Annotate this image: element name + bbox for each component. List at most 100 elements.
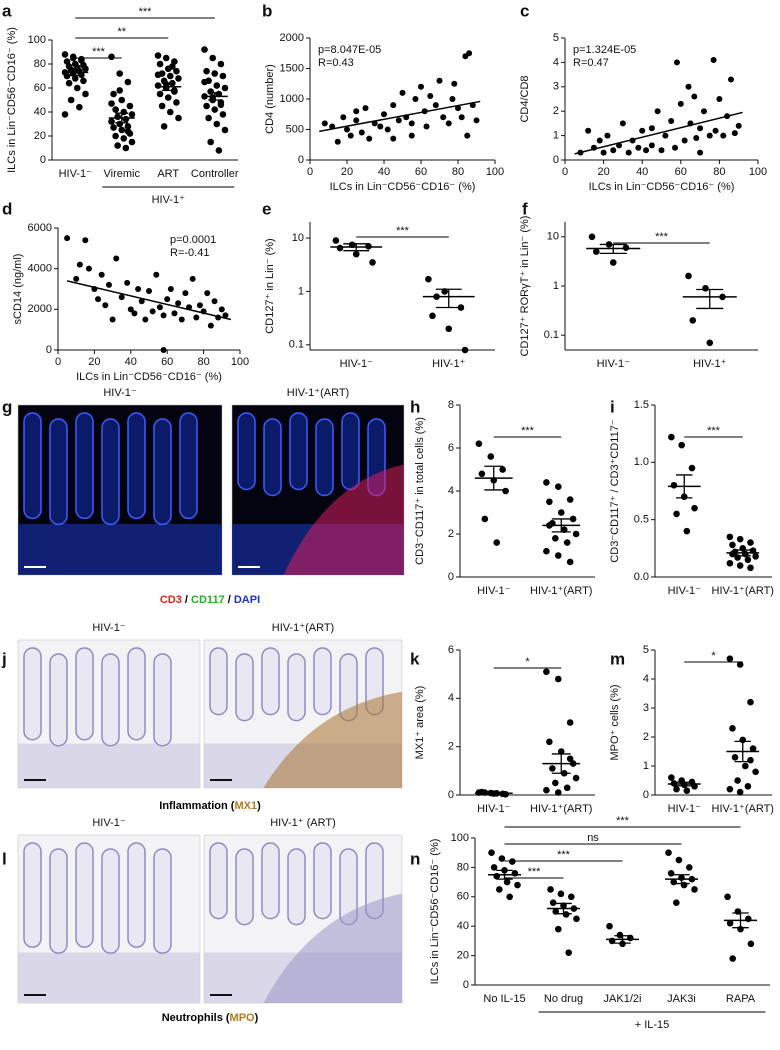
annotation: R=0.43 [318,57,354,69]
dot [502,790,509,798]
x-tick-label: HIV-1⁺ [432,358,466,370]
y-tick-label: 0 [46,344,52,356]
dot [727,76,734,83]
significance-label: * [711,650,716,662]
dot [449,96,456,102]
dot [321,120,328,127]
dot [173,67,180,75]
dot [557,509,565,516]
dot [221,84,229,92]
crypt [49,653,68,747]
dot [131,310,138,317]
dot [742,762,749,770]
y-tick-label: 0.1 [289,339,304,351]
dot [600,149,607,156]
error-bar [734,740,751,763]
annotation: R=-0.41 [170,247,209,259]
dot [673,899,680,906]
y-tick-label: 0 [553,154,559,166]
dot [488,849,495,856]
dot [736,788,744,796]
y-axis-title: CD127⁺ RORγT⁺ in Lin⁻ (%) [519,216,531,357]
dot [691,504,698,512]
y-tick-label: 10 [292,232,304,244]
x-tick-label: 60 [675,166,687,178]
dot [167,286,174,292]
panel-letter: l [2,849,7,868]
image-caption: Inflammation (MX1) [159,800,261,812]
error-bar [555,902,572,915]
x-tick-label: HIV-1⁻ [340,358,374,370]
x-tick-label: HIV-1⁻ [668,585,702,597]
image-label: HIV-1⁻ [103,387,137,399]
dot [85,265,92,272]
dot [156,60,164,68]
dot [334,138,341,145]
dot [688,464,696,472]
dot [563,784,571,792]
significance-label: *** [139,6,153,18]
fit-line [319,100,481,133]
infiltrate [263,691,402,788]
dot [493,539,501,546]
y-tick-label: 1500 [280,62,304,74]
dot [729,541,736,549]
y-tick-label: 4 [448,692,454,704]
y-tick-label: 40 [34,106,46,118]
dot [381,111,387,118]
dot [126,102,134,110]
dot [606,922,613,930]
dot [116,87,124,94]
x-tick-label: 20 [597,166,609,178]
dot [204,290,211,297]
dot [731,130,738,137]
crypt [127,647,146,741]
dot [122,144,130,152]
x-tick-label: No drug [544,993,583,1005]
dot [102,302,109,309]
y-tick-label: 1 [643,760,649,772]
x-tick-label: 80 [197,356,209,368]
dot [445,325,453,333]
crypt [313,842,332,920]
dot [340,114,347,121]
fit-line [574,111,743,155]
y-tick-label: 0 [448,571,454,583]
dot [73,84,81,92]
dot [432,102,439,109]
dot [566,755,574,763]
dot [112,106,119,113]
dot [747,539,754,546]
y-tick-label: 1 [553,280,559,292]
crypt [153,848,172,954]
error-bar [484,792,504,795]
dot [71,75,79,82]
dot [458,114,465,121]
dot [697,149,704,156]
y-tick-label: 0 [298,154,304,166]
error-bar [435,288,462,309]
dot [566,496,574,503]
dot [182,290,189,297]
y-tick-label: 6 [448,644,454,656]
y-tick-label: 4000 [28,263,52,275]
dot [461,346,469,354]
dot [76,103,83,111]
y-tick-label: 2 [448,528,454,540]
dot [554,483,562,491]
infiltrate [283,464,404,575]
x-tick-label: 0 [562,166,568,178]
dot [160,312,167,319]
y-tick-label: 2 [553,105,559,117]
dot [149,308,156,315]
x-tick-label: No IL-15 [483,993,525,1005]
dot [693,135,700,142]
dot [744,915,752,923]
dot [506,893,513,901]
dot [69,53,77,61]
error-bar [161,82,175,92]
y-tick-label: 8 [448,399,454,411]
dot [734,777,741,784]
dot [171,310,178,317]
y-axis-title: CD4/CD8 [519,75,531,122]
